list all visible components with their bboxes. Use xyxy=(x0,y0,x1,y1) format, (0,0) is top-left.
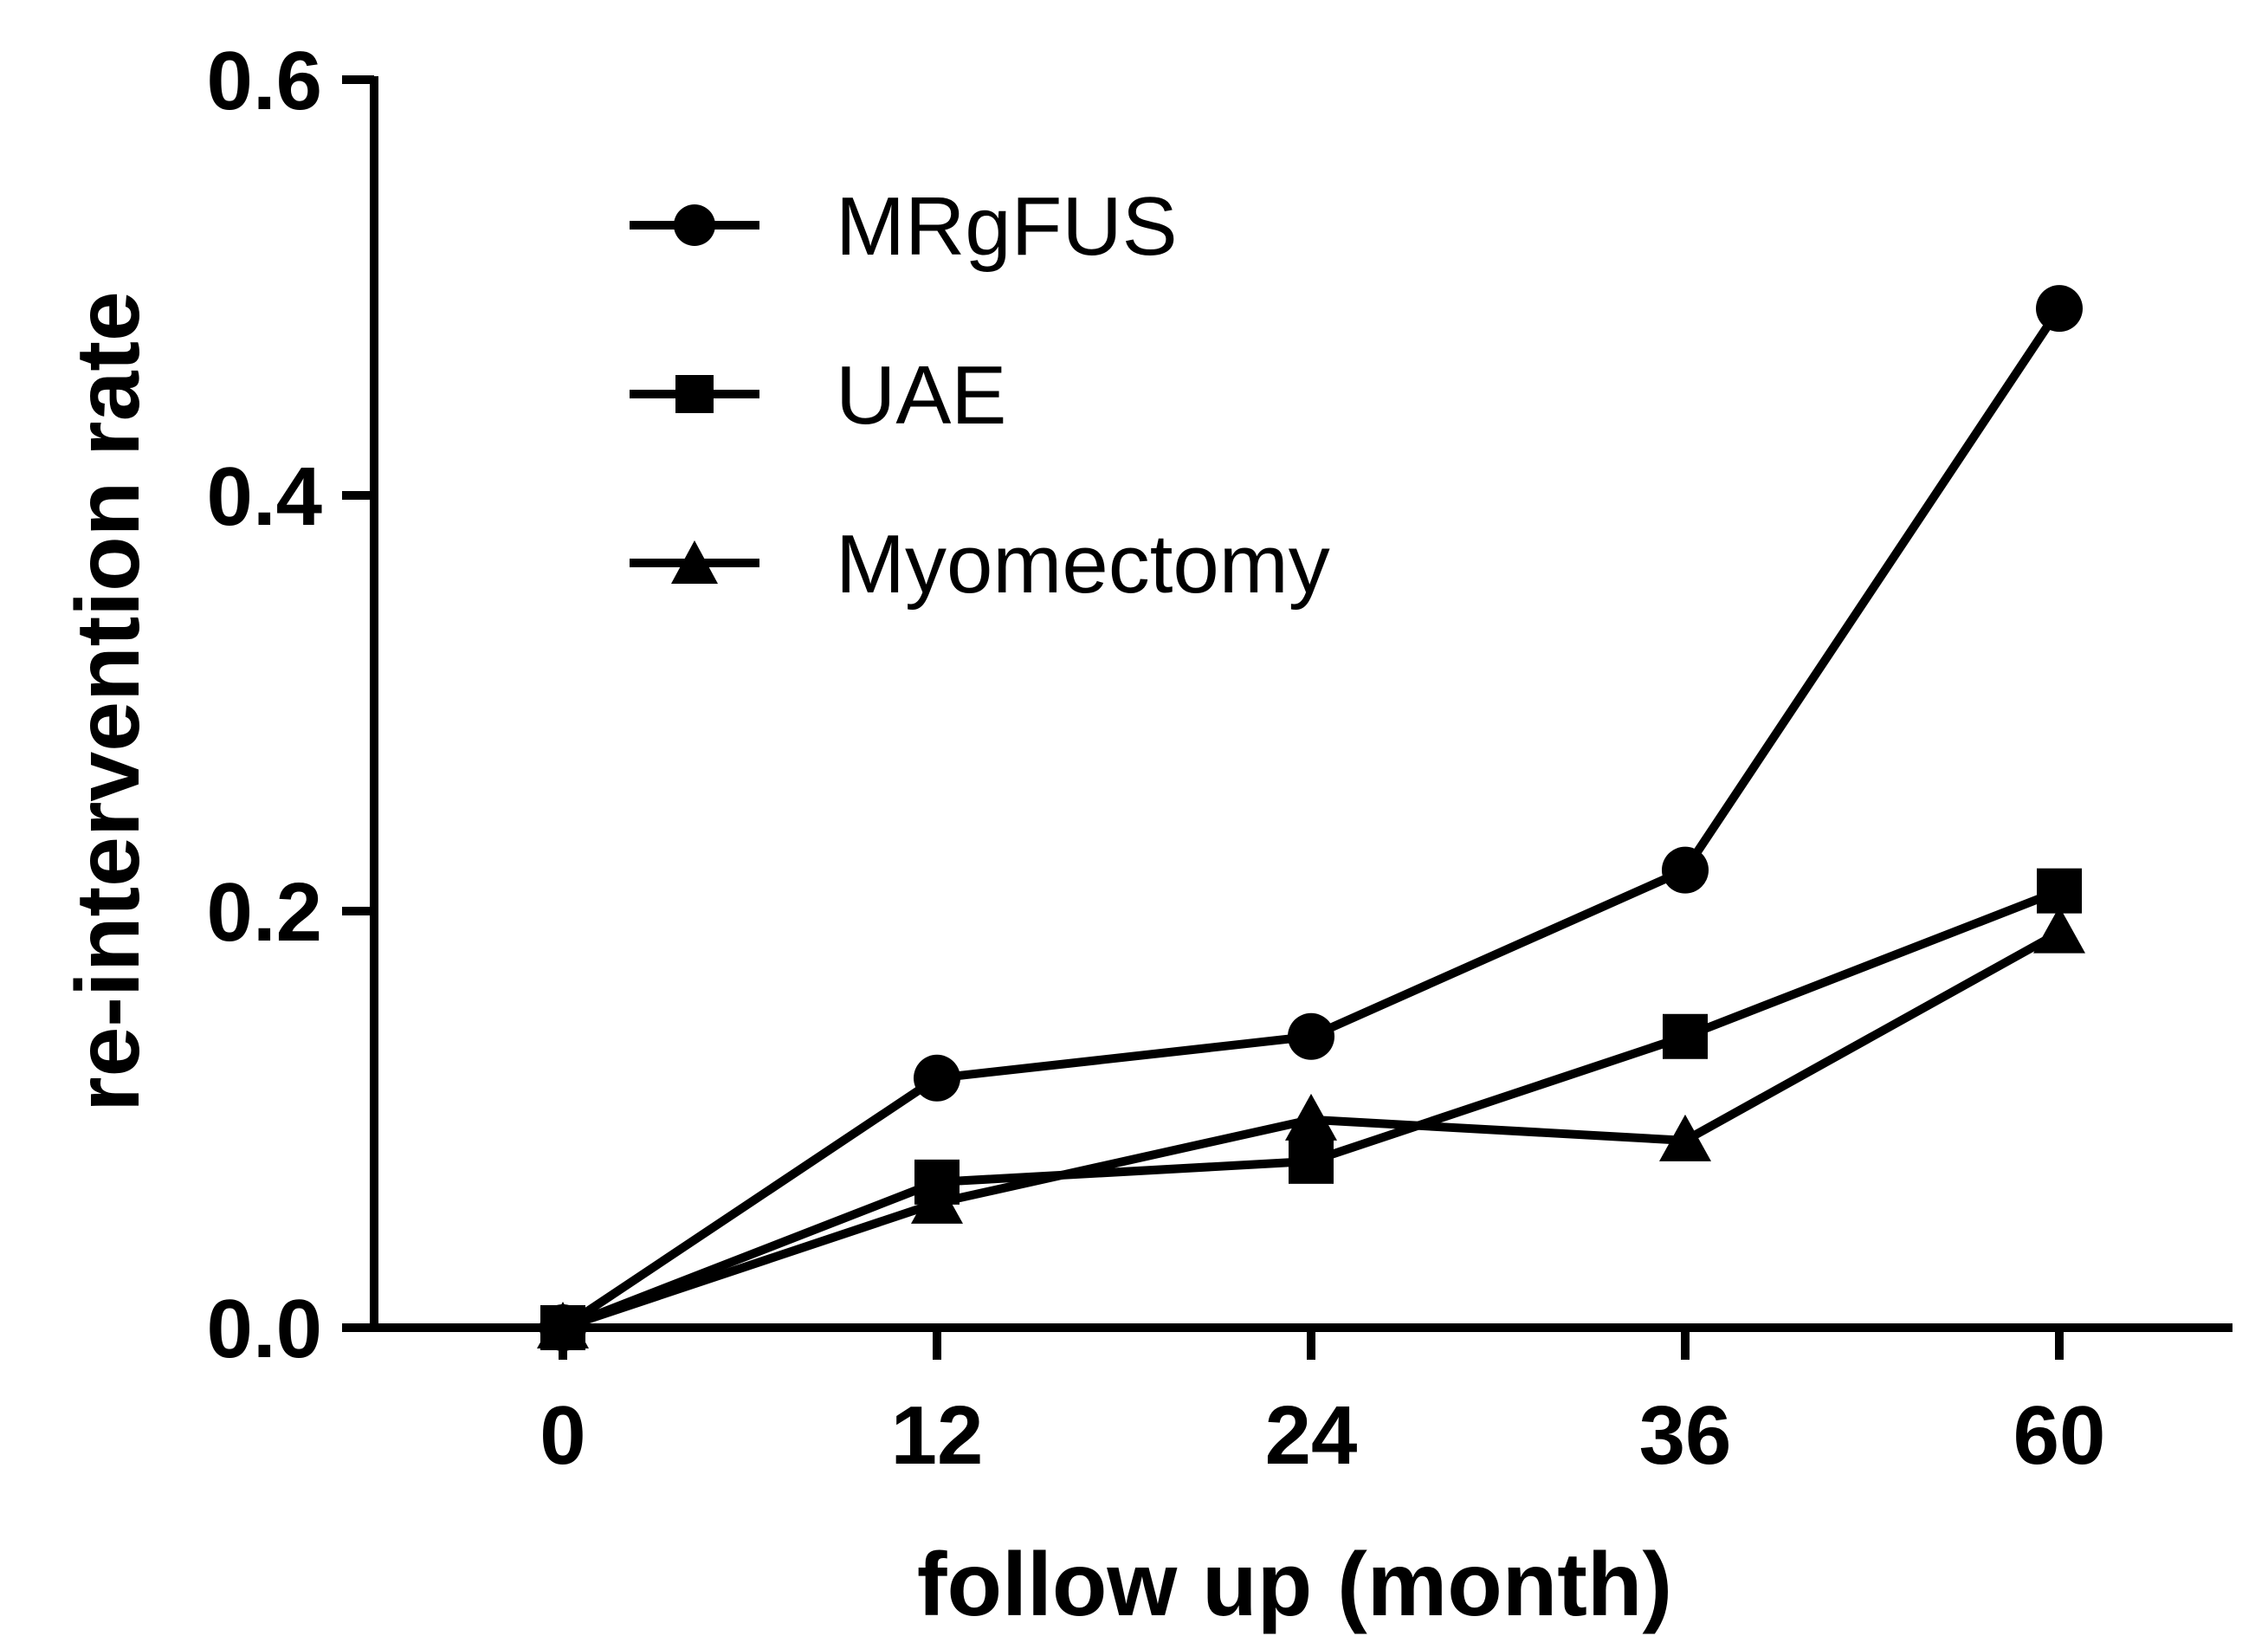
data-point-mrgfus-24 xyxy=(1288,1012,1334,1060)
legend-marker-triangle xyxy=(671,540,718,584)
legend-label-myomectomy: Myomectomy xyxy=(836,518,1330,611)
data-point-myomectomy-0 xyxy=(537,1302,589,1348)
data-point-myomectomy-12 xyxy=(911,1176,963,1224)
y-axis-ticks: 0.0 0.2 0.4 0.6 xyxy=(207,35,374,1375)
legend-label-mrgfus: MRgFUS xyxy=(836,180,1178,273)
x-axis-ticks: 0 12 24 36 60 xyxy=(540,1328,2105,1482)
data-point-uae-36 xyxy=(1663,1013,1708,1059)
data-point-myomectomy-60 xyxy=(2033,906,2085,954)
legend: MRgFUS UAE Myomectomy xyxy=(630,180,1330,611)
x-tick-label: 12 xyxy=(891,1389,984,1482)
legend-marker-square xyxy=(675,375,714,413)
x-tick-label: 36 xyxy=(1639,1389,1732,1482)
data-point-uae-60 xyxy=(2037,868,2082,914)
data-point-myomectomy-36 xyxy=(1659,1114,1711,1161)
x-axis-title: follow up (month) xyxy=(917,1535,1672,1635)
legend-label-uae: UAE xyxy=(836,349,1006,442)
y-tick-label: 0.6 xyxy=(207,35,322,127)
y-tick-label: 0.4 xyxy=(207,450,322,543)
y-axis-title: re-intervention rate xyxy=(58,291,158,1112)
y-tick-label: 0.2 xyxy=(207,866,322,959)
series-layer xyxy=(537,285,2085,1351)
legend-marker-circle xyxy=(674,204,715,246)
y-tick-label: 0.0 xyxy=(207,1283,322,1375)
data-point-myomectomy-24 xyxy=(1285,1093,1337,1141)
data-point-mrgfus-12 xyxy=(914,1054,960,1102)
x-tick-label: 0 xyxy=(540,1389,585,1482)
data-point-uae-24 xyxy=(1289,1138,1334,1184)
x-tick-label: 24 xyxy=(1265,1389,1358,1482)
data-point-mrgfus-60 xyxy=(2036,285,2083,333)
x-tick-label: 60 xyxy=(2013,1389,2106,1482)
data-point-mrgfus-36 xyxy=(1662,846,1709,894)
